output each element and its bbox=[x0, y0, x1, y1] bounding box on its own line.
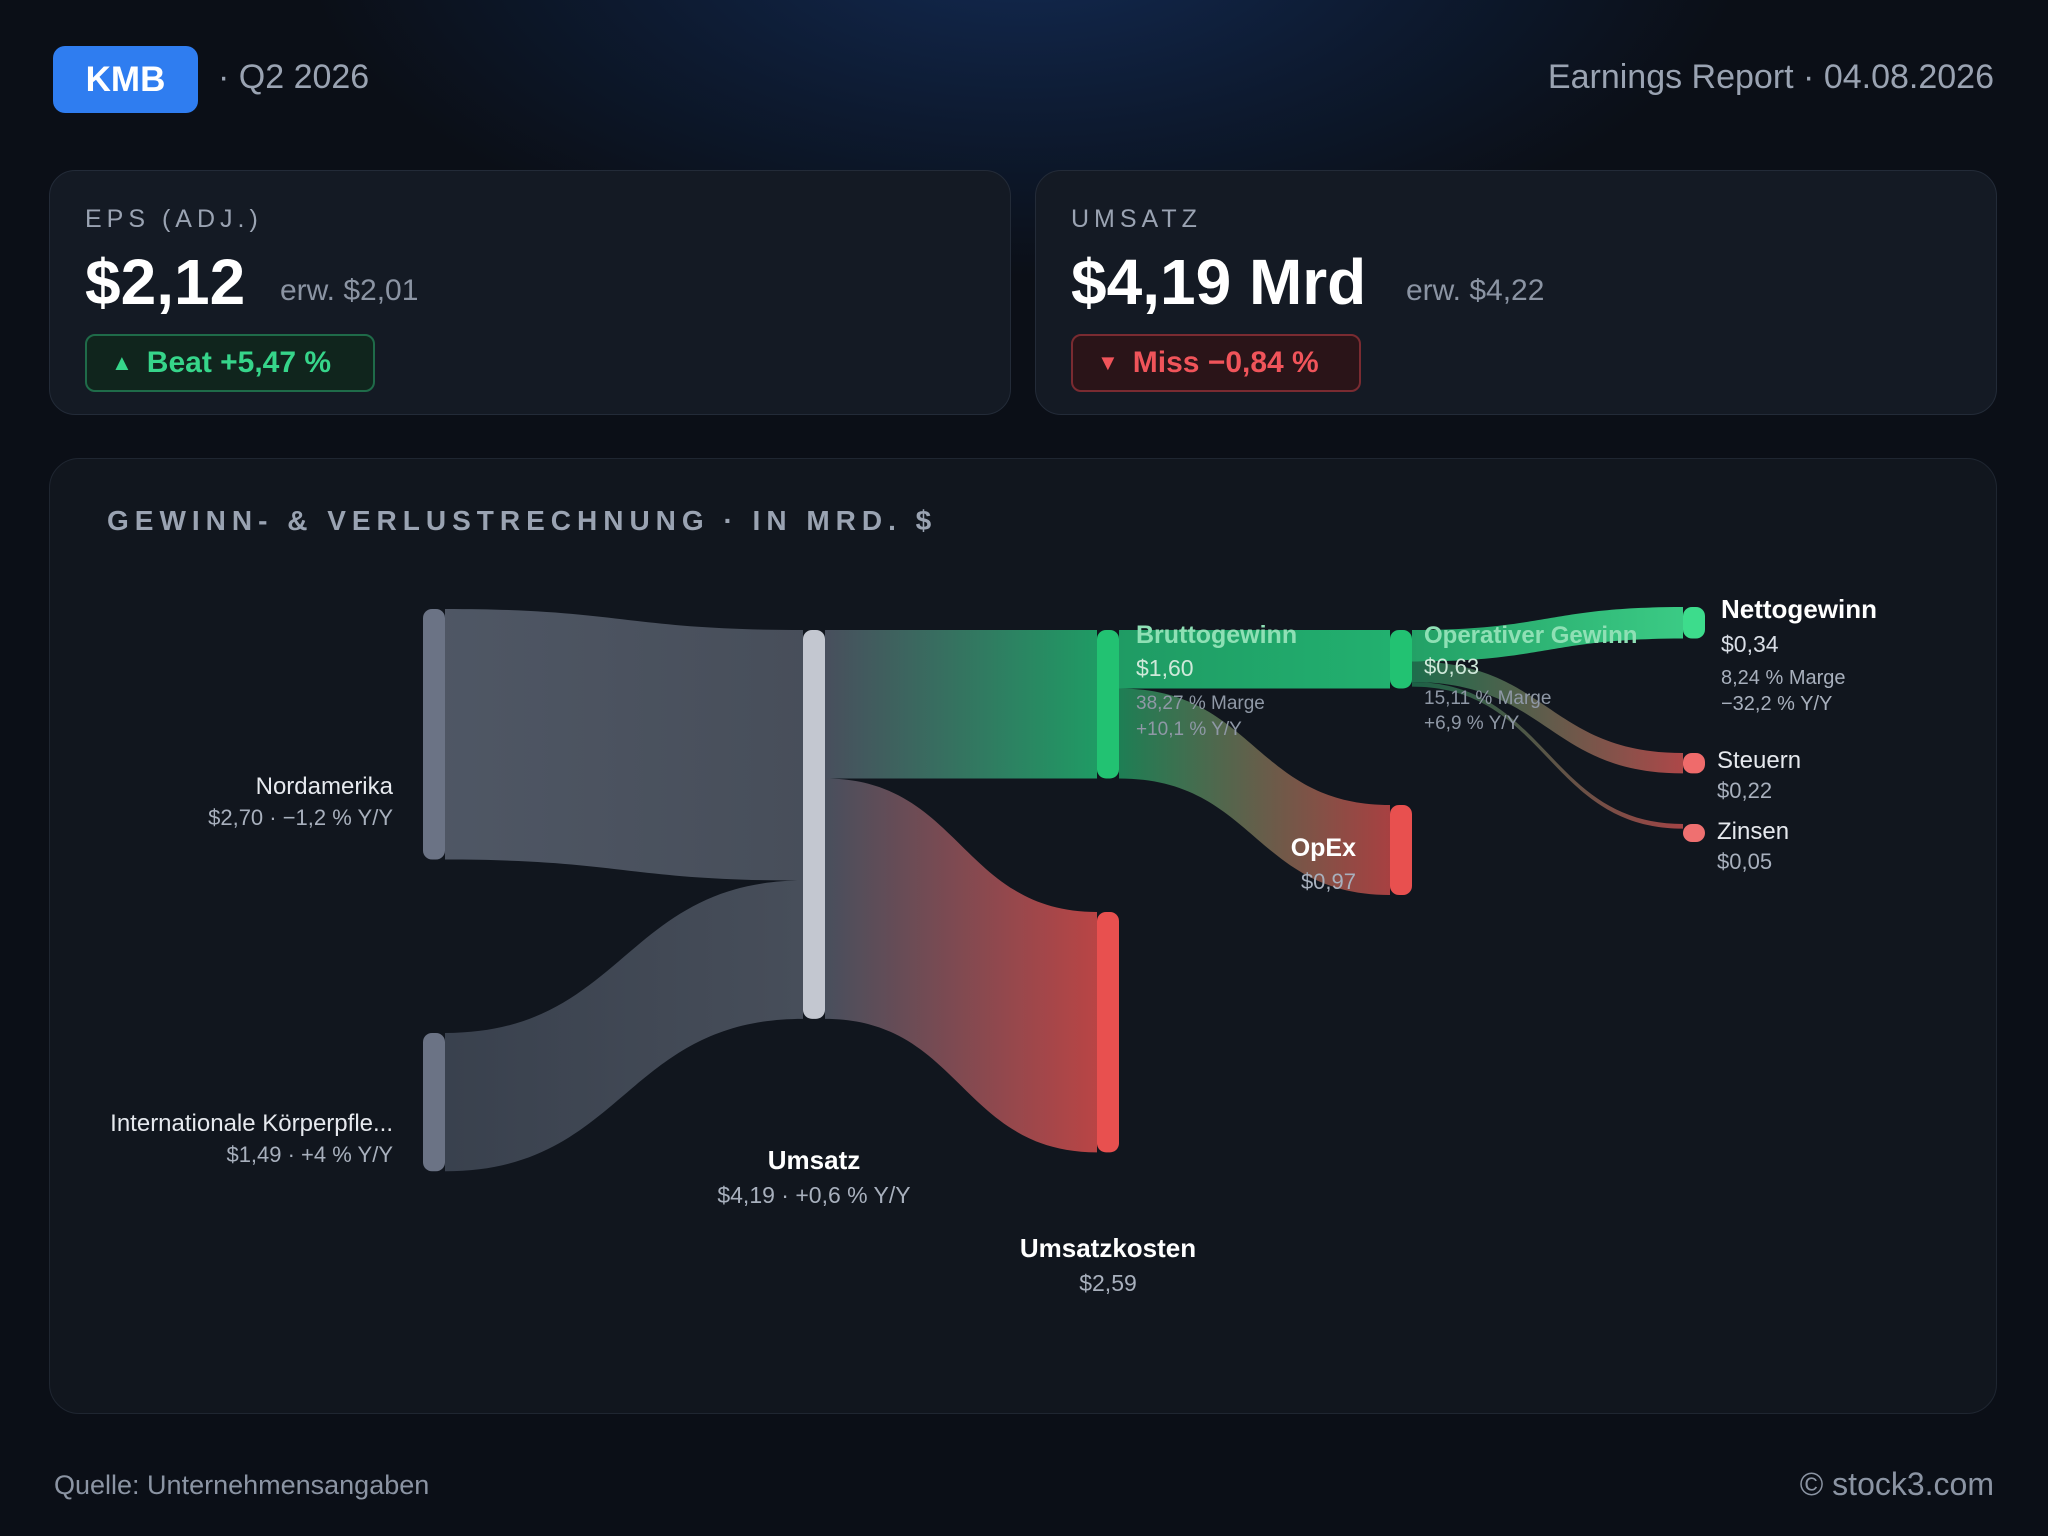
sub-umsatzkosten: $2,59 bbox=[1079, 1270, 1137, 1296]
margin-nettogewinn: 8,24 % Marge bbox=[1721, 667, 1846, 689]
copyright: © stock3.com bbox=[1799, 1466, 1994, 1502]
label-opex: OpEx bbox=[1291, 834, 1356, 862]
revenue-miss-badge: ▼ Miss −0,84 % bbox=[1071, 334, 1361, 392]
sub-nettogewinn: $0,34 bbox=[1721, 631, 1779, 657]
yoy-operativer-gewinn: +6,9 % Y/Y bbox=[1424, 713, 1520, 734]
link-intl-rev bbox=[445, 880, 803, 1172]
node-na bbox=[423, 609, 445, 860]
sub-nordamerika: $2,70 · −1,2 % Y/Y bbox=[208, 805, 393, 830]
label-umsatzkosten: Umsatzkosten bbox=[1020, 1233, 1196, 1263]
eps-beat-text: Beat +5,47 % bbox=[146, 346, 332, 379]
eps-beat-badge: ▲ Beat +5,47 % bbox=[85, 334, 375, 392]
eps-value: $2,12 bbox=[85, 246, 246, 318]
link-op-tax bbox=[1412, 661, 1683, 774]
sub-zinsen: $0,05 bbox=[1717, 849, 1772, 874]
link-rev-cogs bbox=[825, 778, 1097, 1153]
quarter-label: · Q2 2026 bbox=[218, 58, 370, 96]
label-nordamerika: Nordamerika bbox=[256, 773, 394, 800]
report-date: Earnings Report · 04.08.2026 bbox=[1547, 58, 1994, 96]
yoy-bruttogewinn: +10,1 % Y/Y bbox=[1136, 719, 1242, 740]
label-operativer-gewinn: Operativer Gewinn bbox=[1424, 622, 1637, 649]
revenue-miss-text: Miss −0,84 % bbox=[1132, 346, 1319, 379]
triangle-down-icon: ▼ bbox=[1097, 350, 1119, 375]
link-op-net bbox=[1412, 607, 1683, 662]
sub-international: $1,49 · +4 % Y/Y bbox=[226, 1142, 393, 1167]
label-zinsen: Zinsen bbox=[1717, 818, 1789, 845]
node-int bbox=[1683, 824, 1705, 842]
node-op bbox=[1390, 630, 1412, 689]
label-international: Internationale Körperpfle... bbox=[110, 1110, 393, 1137]
node-rev bbox=[803, 630, 825, 1019]
revenue-label: UMSATZ bbox=[1071, 205, 1202, 233]
sub-opex: $0,97 bbox=[1301, 869, 1356, 894]
sub-bruttogewinn: $1,60 bbox=[1136, 655, 1194, 681]
link-na-rev bbox=[445, 609, 803, 881]
eps-label: EPS (ADJ.) bbox=[85, 205, 263, 233]
margin-operativer-gewinn: 15,11 % Marge bbox=[1424, 688, 1551, 709]
label-bruttogewinn: Bruttogewinn bbox=[1136, 621, 1297, 649]
source-note: Quelle: Unternehmensangaben bbox=[54, 1470, 430, 1500]
node-cogs bbox=[1097, 912, 1119, 1153]
link-rev-gp bbox=[825, 630, 1097, 779]
revenue-card: UMSATZ $4,19 Mrd erw. $4,22 ▼ Miss −0,84… bbox=[1035, 170, 1997, 415]
sub-steuern: $0,22 bbox=[1717, 778, 1772, 803]
node-net bbox=[1683, 607, 1705, 639]
node-tax bbox=[1683, 753, 1705, 774]
node-intl bbox=[423, 1033, 445, 1172]
node-gp bbox=[1097, 630, 1119, 779]
sub-umsatz: $4,19 · +0,6 % Y/Y bbox=[717, 1182, 910, 1208]
link-op-int bbox=[1412, 681, 1683, 829]
eps-card: EPS (ADJ.) $2,12 erw. $2,01 ▲ Beat +5,47… bbox=[49, 170, 1011, 415]
triangle-up-icon: ▲ bbox=[111, 350, 133, 375]
node-opex bbox=[1390, 805, 1412, 896]
revenue-expected: erw. $4,22 bbox=[1406, 274, 1545, 307]
eps-expected: erw. $2,01 bbox=[280, 274, 419, 307]
sub-operativer-gewinn: $0,63 bbox=[1424, 654, 1479, 679]
link-gp-opex bbox=[1119, 688, 1390, 896]
chart-title: GEWINN- & VERLUSTRECHNUNG · IN MRD. $ bbox=[107, 505, 938, 536]
label-steuern: Steuern bbox=[1717, 747, 1801, 774]
ticker-badge: KMB bbox=[53, 46, 198, 113]
label-umsatz: Umsatz bbox=[768, 1145, 860, 1175]
link-gp-op bbox=[1119, 630, 1390, 689]
margin-bruttogewinn: 38,27 % Marge bbox=[1136, 693, 1265, 714]
label-nettogewinn: Nettogewinn bbox=[1721, 594, 1877, 624]
yoy-nettogewinn: −32,2 % Y/Y bbox=[1721, 693, 1832, 715]
revenue-value: $4,19 Mrd bbox=[1071, 246, 1367, 318]
